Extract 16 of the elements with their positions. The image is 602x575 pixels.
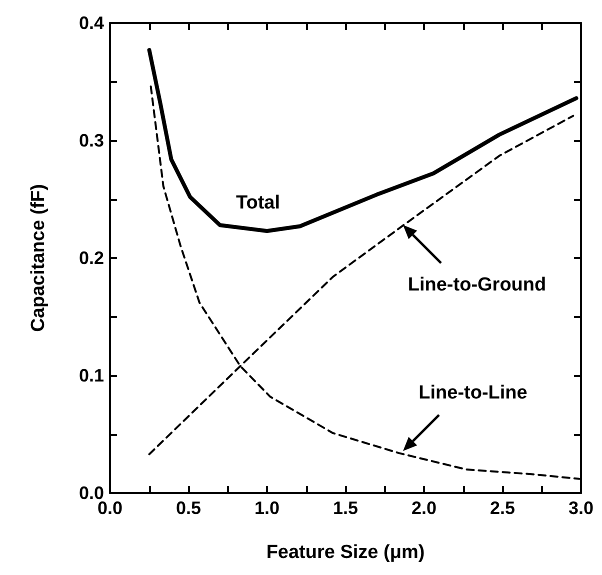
y-tick-label: 0.3: [78, 130, 104, 150]
annotation: Total: [236, 192, 280, 214]
y-tick-label: 0.1: [78, 366, 104, 386]
x-tick-label: 0.5: [176, 498, 202, 518]
y-axis-title: Capacitance (fF): [28, 184, 49, 332]
x-tick-label: 3.0: [568, 498, 594, 518]
annotation: Line-to-Ground: [408, 274, 546, 296]
y-tick-label: 0.2: [78, 248, 104, 268]
x-tick-label: 2.5: [490, 498, 516, 518]
x-tick-label: 2.0: [411, 498, 437, 518]
y-tick-label: 0.4: [78, 13, 104, 33]
x-tick-label: 1.5: [332, 498, 358, 518]
annotation: Line-to-Line: [418, 382, 528, 404]
x-tick-label: 0.0: [97, 498, 123, 518]
x-axis-title: Feature Size (μm): [266, 542, 425, 563]
x-tick-label: 1.0: [254, 498, 280, 518]
